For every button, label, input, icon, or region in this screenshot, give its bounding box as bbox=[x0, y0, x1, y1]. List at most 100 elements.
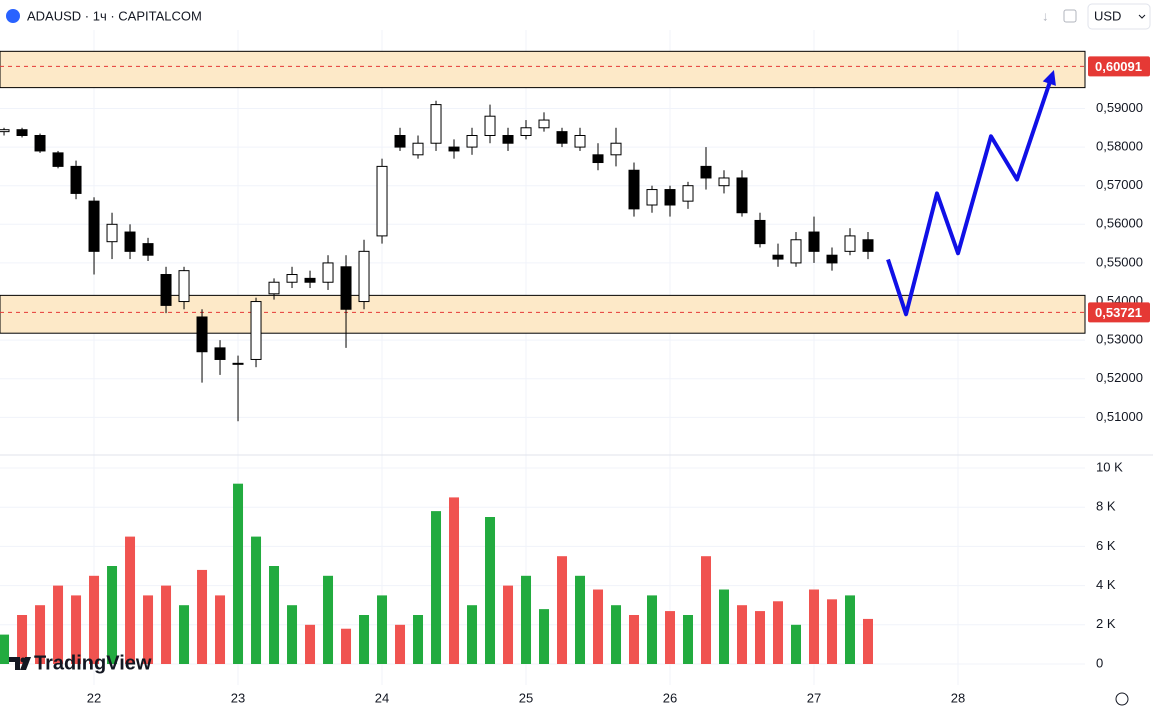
volume-bar bbox=[89, 575, 100, 664]
volume-bar bbox=[575, 575, 586, 664]
candle-body bbox=[214, 347, 226, 360]
y-tick-label: 0,58000 bbox=[1096, 139, 1143, 154]
candle-body bbox=[826, 254, 838, 264]
volume-bar bbox=[701, 556, 712, 664]
candle-body bbox=[196, 316, 208, 353]
y-tick-label: 0,59000 bbox=[1096, 100, 1143, 115]
volume-bar bbox=[125, 536, 136, 664]
candle-body bbox=[70, 165, 82, 194]
volume-bar bbox=[467, 605, 478, 664]
volume-bar bbox=[647, 595, 658, 664]
volume-bar bbox=[287, 605, 298, 664]
y-tick-label: 10 K bbox=[1096, 459, 1123, 474]
volume-bar bbox=[719, 589, 730, 664]
volume-bar bbox=[809, 589, 820, 664]
candle-body bbox=[304, 277, 316, 283]
dropdown-arrow bbox=[1138, 14, 1146, 19]
candle-body bbox=[646, 189, 658, 206]
volume-bar bbox=[827, 599, 838, 664]
candle-body bbox=[142, 243, 154, 256]
price-tag bbox=[1088, 56, 1150, 77]
candle-body bbox=[718, 177, 730, 187]
volume-bar bbox=[233, 483, 244, 664]
candle-body bbox=[250, 301, 262, 360]
x-tick-label: 28 bbox=[951, 690, 965, 705]
volume-bar bbox=[323, 575, 334, 664]
candle-body bbox=[682, 185, 694, 202]
candle-body bbox=[664, 189, 676, 206]
volume-bar bbox=[0, 634, 10, 664]
volume-bar bbox=[611, 605, 622, 664]
volume-bar bbox=[107, 566, 118, 664]
zone bbox=[0, 50, 1086, 89]
volume-bar bbox=[755, 611, 766, 664]
volume-bar bbox=[395, 624, 406, 664]
candle-body bbox=[700, 165, 712, 179]
volume-bar bbox=[359, 615, 370, 664]
volume-bar bbox=[845, 595, 856, 664]
volume-bar bbox=[413, 615, 424, 664]
y-tick-label: 0,57000 bbox=[1096, 177, 1143, 192]
candle-body bbox=[502, 134, 514, 144]
x-tick-label: 23 bbox=[231, 690, 245, 705]
watermark: TradingView bbox=[34, 652, 152, 674]
volume-bar bbox=[269, 566, 280, 664]
candle-body bbox=[448, 146, 460, 152]
candle-body bbox=[538, 119, 550, 129]
candle-body bbox=[592, 154, 604, 164]
volume-bar bbox=[53, 585, 64, 664]
volume-bar bbox=[431, 511, 442, 664]
price-tag-label: 0,60091 bbox=[1095, 59, 1142, 74]
symbol-title[interactable]: ADAUSD · 1ч · CAPITALCOM bbox=[27, 8, 202, 23]
y-tick-label: 0,51000 bbox=[1096, 409, 1143, 424]
candle-body bbox=[736, 177, 748, 214]
y-tick-label: 0 bbox=[1096, 655, 1103, 670]
candle-body bbox=[610, 142, 622, 156]
candle-body bbox=[124, 231, 136, 252]
y-tick-label: 0,52000 bbox=[1096, 370, 1143, 385]
candle-body bbox=[358, 250, 370, 303]
candle-body bbox=[862, 239, 874, 252]
candle-body bbox=[322, 262, 334, 283]
settings-icon[interactable] bbox=[1115, 692, 1129, 706]
y-tick-label: 8 K bbox=[1096, 499, 1116, 514]
candle-body bbox=[808, 231, 820, 252]
volume-bar bbox=[737, 605, 748, 664]
y-tick-label: 0,55000 bbox=[1096, 254, 1143, 269]
candle-body bbox=[178, 270, 190, 303]
y-tick-label: 0,56000 bbox=[1096, 216, 1143, 231]
candle-body bbox=[772, 254, 784, 260]
volume-bar bbox=[17, 615, 28, 664]
download-icon[interactable]: ↓ bbox=[1042, 8, 1049, 23]
volume-bar bbox=[683, 615, 694, 664]
candle-body bbox=[484, 115, 496, 136]
candle-body bbox=[466, 134, 478, 148]
fullscreen-icon[interactable] bbox=[1063, 9, 1077, 23]
x-tick-label: 26 bbox=[663, 690, 677, 705]
candle-body bbox=[574, 134, 586, 148]
price-tag-label: 0,53721 bbox=[1095, 305, 1142, 320]
candle-body bbox=[268, 281, 280, 295]
candle-body bbox=[106, 223, 118, 243]
candle-body bbox=[286, 274, 298, 283]
symbol-logo bbox=[6, 9, 20, 23]
y-tick-label: 4 K bbox=[1096, 577, 1116, 592]
x-tick-label: 22 bbox=[87, 690, 101, 705]
projection-line bbox=[886, 75, 1054, 317]
volume-bar bbox=[593, 589, 604, 664]
candle-body bbox=[556, 131, 568, 144]
volume-bar bbox=[251, 536, 262, 664]
volume-bar bbox=[521, 575, 532, 664]
volume-bar bbox=[143, 595, 154, 664]
volume-bar bbox=[215, 595, 226, 664]
candle-body bbox=[754, 219, 766, 245]
currency-select[interactable] bbox=[1087, 3, 1151, 30]
candle-body bbox=[16, 129, 28, 136]
volume-bar bbox=[377, 595, 388, 664]
candle-body bbox=[340, 266, 352, 310]
candle-body bbox=[0, 129, 10, 133]
volume-bar bbox=[35, 605, 46, 664]
candle-body bbox=[88, 200, 100, 252]
volume-bar bbox=[161, 585, 172, 664]
